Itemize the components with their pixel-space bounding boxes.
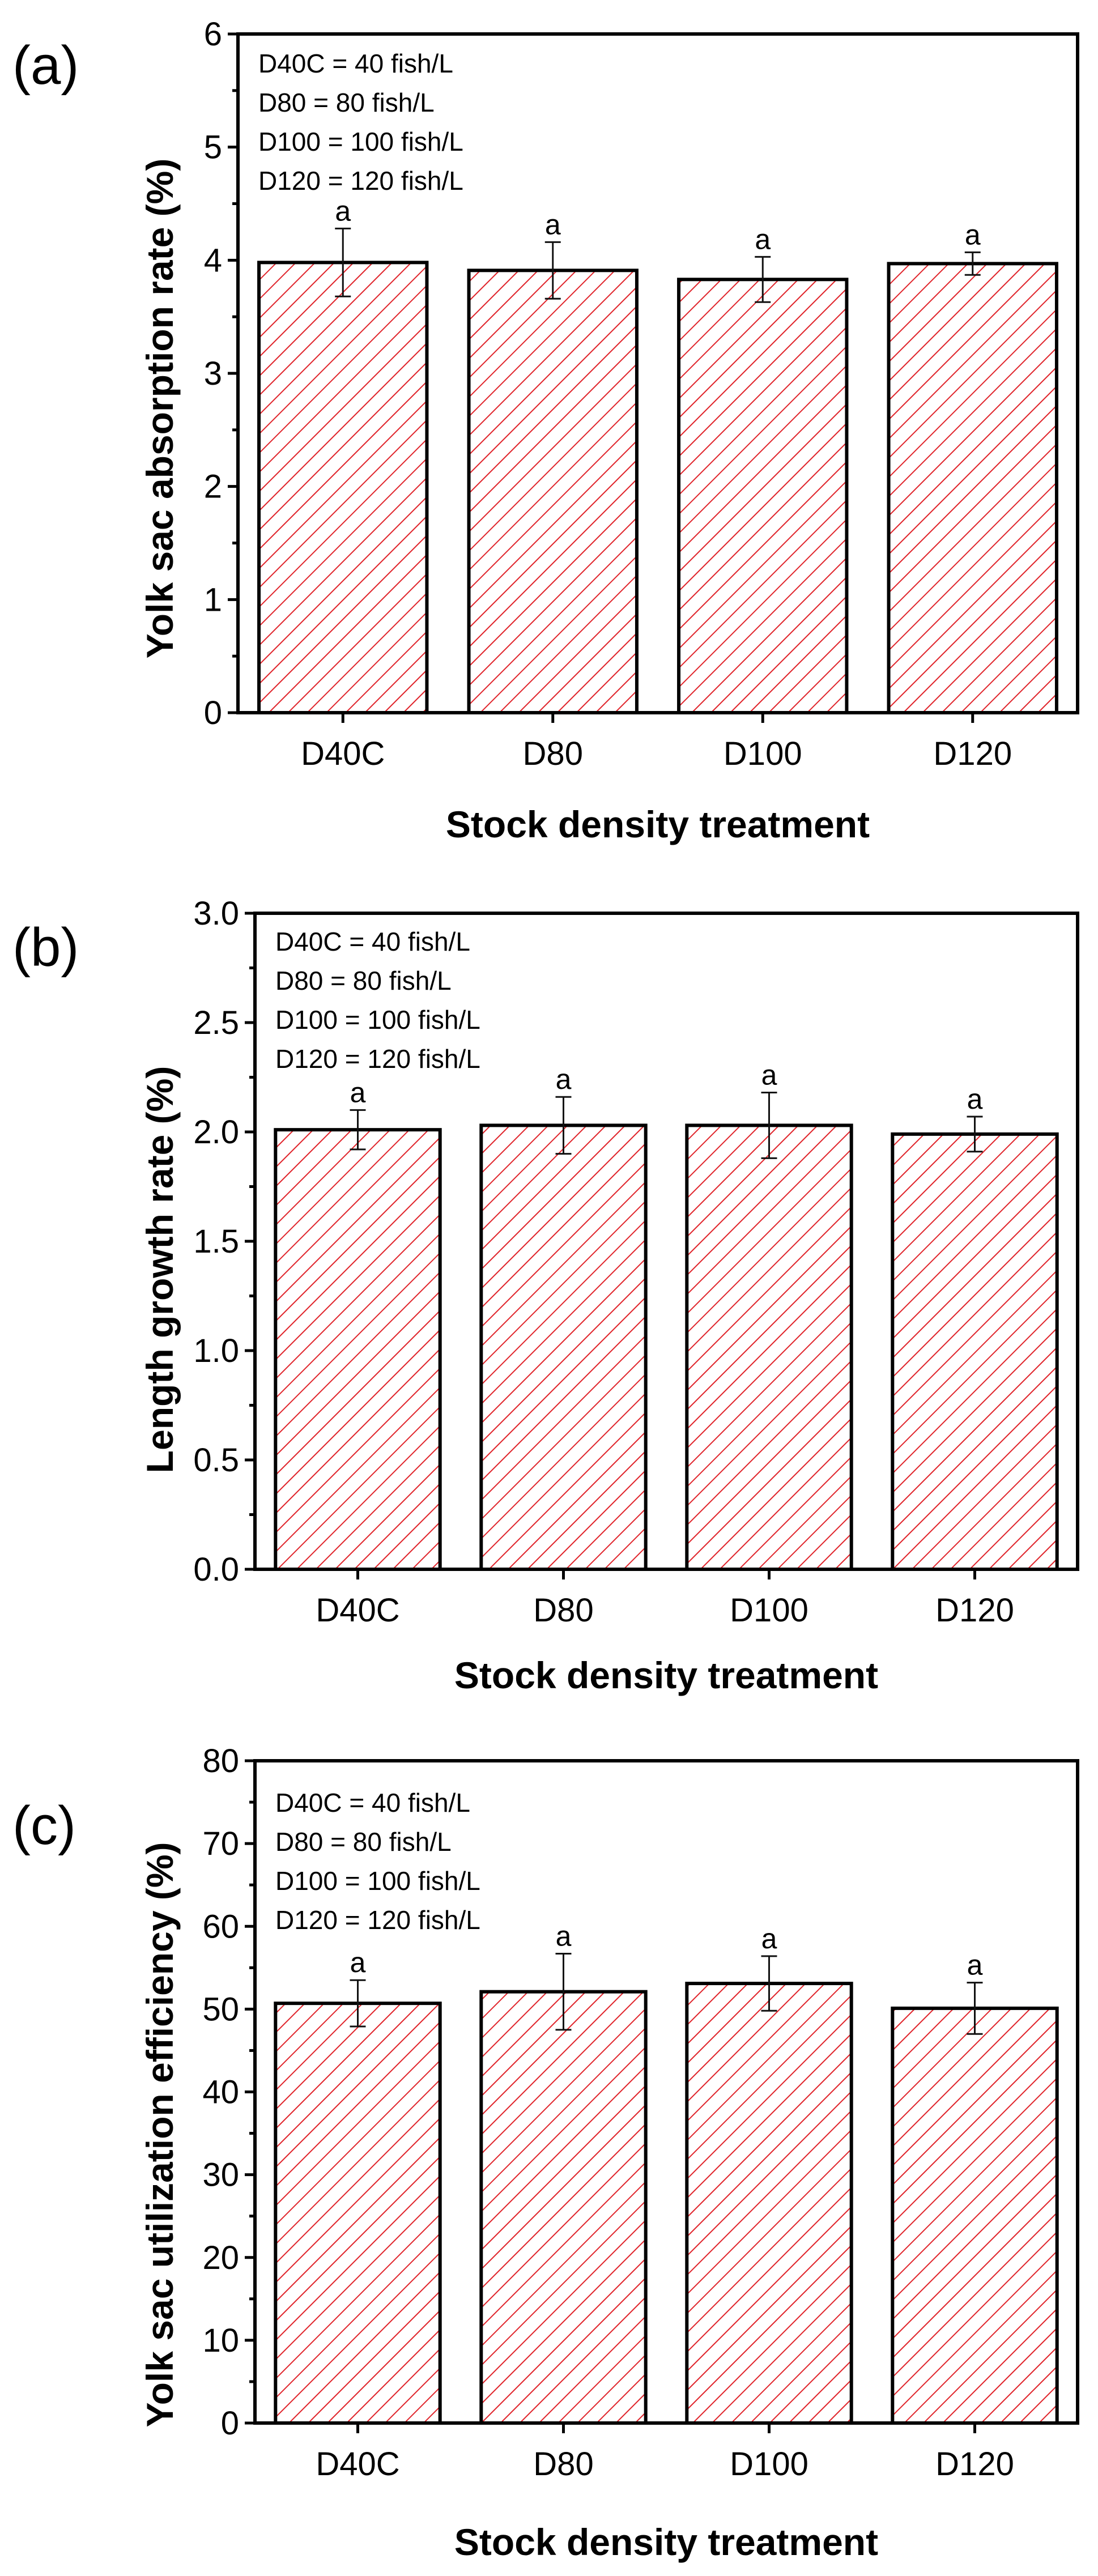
bar-c-d100	[685, 1982, 853, 2425]
x-tick-label-b-0: D40C	[316, 1592, 399, 1629]
legend-a: D40C = 40 fish/L D80 = 80 fish/L D100 = …	[258, 49, 463, 195]
plot-frame-a	[236, 32, 1079, 714]
bar-b-d100	[685, 1123, 853, 1572]
bar-b-d80	[479, 1123, 648, 1572]
legend-item-a-1: D80 = 80 fish/L	[258, 88, 435, 117]
y-tick-label-b-4: 2.0	[193, 1114, 239, 1151]
y-tick-label-a-1: 1	[204, 581, 222, 618]
x-tick-label-b-2: D100	[730, 1592, 808, 1629]
y-tick-label-c-3: 30	[202, 2157, 239, 2194]
significance-label-a-1: a	[545, 208, 561, 240]
y-tick-label-b-5: 2.5	[193, 1004, 239, 1041]
y-tick-label-a-6: 6	[204, 16, 222, 53]
y-axis-title-c: Yolk sac utilization efficiency (%)	[139, 1842, 181, 2427]
y-tick-label-c-2: 20	[202, 2239, 239, 2276]
x-tick-label-a-0: D40C	[301, 735, 385, 772]
legend-item-b-3: D120 = 120 fish/L	[275, 1044, 480, 1074]
panel-a: (a) D40C = 40 fish/L D80 = 80 fish/L D10…	[12, 16, 1079, 845]
x-tick-label-a-3: D120	[933, 735, 1012, 772]
significance-label-a-2: a	[755, 223, 771, 255]
panel-label-b: (b)	[12, 917, 79, 978]
significance-label-c-2: a	[761, 1923, 777, 1955]
y-tick-label-b-0: 0.0	[193, 1551, 239, 1588]
bar-c-d40c	[274, 2002, 442, 2425]
significance-label-c-3: a	[967, 1949, 983, 1981]
y-tick-label-c-4: 40	[202, 2074, 239, 2111]
y-tick-label-c-0: 0	[221, 2405, 239, 2442]
bar-b-d120	[891, 1132, 1059, 1571]
legend-item-a-2: D100 = 100 fish/L	[258, 127, 463, 156]
significance-label-a-0: a	[335, 195, 351, 227]
plot-frame-b	[253, 912, 1079, 1571]
panel-b: (b) D40C = 40 fish/L D80 = 80 fish/L D10…	[12, 895, 1079, 1696]
significance-label-b-2: a	[761, 1059, 777, 1091]
x-axis-title-a: Stock density treatment	[446, 803, 870, 845]
significance-label-c-0: a	[350, 1947, 366, 1978]
y-tick-label-c-6: 60	[202, 1908, 239, 1945]
bar-a-d100	[677, 278, 849, 714]
x-tick-label-c-2: D100	[730, 2446, 808, 2483]
x-axis-title-b: Stock density treatment	[454, 1654, 878, 1696]
x-tick-label-a-2: D100	[724, 735, 802, 772]
x-tick-label-b-3: D120	[935, 1592, 1014, 1629]
x-tick-label-a-1: D80	[523, 735, 583, 772]
bar-c-d120	[891, 2006, 1059, 2425]
plot-c: 0 10 20 30 40 50 60 70 80 a D40C a D80 a D100 a D120	[202, 1743, 1079, 2483]
significance-label-a-3: a	[965, 219, 981, 250]
legend-item-c-3: D120 = 120 fish/L	[275, 1905, 480, 1935]
significance-label-b-3: a	[967, 1083, 983, 1115]
legend-item-b-1: D80 = 80 fish/L	[275, 966, 452, 995]
panel-c: (c) D40C = 40 fish/L D80 = 80 fish/L D10…	[12, 1743, 1079, 2563]
y-tick-label-a-4: 4	[204, 242, 222, 279]
y-tick-label-b-3: 1.5	[193, 1223, 239, 1260]
y-tick-label-a-5: 5	[204, 129, 222, 166]
bar-c-d80	[479, 1990, 648, 2425]
bar-a-d120	[887, 262, 1058, 715]
plot-frame-c	[253, 1759, 1079, 2425]
y-tick-label-c-8: 80	[202, 1743, 239, 1779]
y-tick-label-c-1: 10	[202, 2322, 239, 2359]
y-tick-label-c-5: 50	[202, 1991, 239, 2028]
legend-item-b-2: D100 = 100 fish/L	[275, 1005, 480, 1034]
x-tick-label-c-0: D40C	[316, 2446, 399, 2483]
y-tick-label-b-2: 1.0	[193, 1332, 239, 1369]
y-tick-label-b-6: 3.0	[193, 895, 239, 932]
y-tick-label-a-0: 0	[204, 695, 222, 731]
bar-b-d40c	[274, 1128, 442, 1571]
x-tick-label-c-1: D80	[533, 2446, 593, 2483]
legend-item-c-2: D100 = 100 fish/L	[275, 1866, 480, 1896]
bar-a-d80	[467, 269, 639, 714]
y-axis-title-b: Length growth rate (%)	[139, 1066, 181, 1474]
significance-label-b-0: a	[350, 1076, 366, 1108]
x-axis-title-c: Stock density treatment	[454, 2521, 878, 2563]
panel-label-c: (c)	[12, 1795, 76, 1856]
legend-item-b-0: D40C = 40 fish/L	[275, 927, 470, 956]
x-tick-label-c-3: D120	[935, 2446, 1014, 2483]
y-axis-title-a: Yolk sac absorption rate (%)	[139, 159, 181, 659]
bar-a-d40c	[257, 261, 429, 714]
legend-item-a-0: D40C = 40 fish/L	[258, 49, 453, 78]
legend-item-a-3: D120 = 120 fish/L	[258, 166, 463, 195]
plot-b: 0.0 0.5 1.0 1.5 2.0 2.5 3.0 a D40C a D80 a D100 a D120	[193, 895, 1079, 1629]
y-tick-label-c-7: 70	[202, 1825, 239, 1862]
legend-b: D40C = 40 fish/L D80 = 80 fish/L D100 = …	[275, 927, 480, 1074]
x-tick-label-b-1: D80	[533, 1592, 593, 1629]
legend-c: D40C = 40 fish/L D80 = 80 fish/L D100 = …	[275, 1788, 480, 1935]
y-tick-label-a-2: 2	[204, 469, 222, 505]
plot-a: 0 1 2 3 4 5 6 a D40C a D80 a D100 a D120	[204, 16, 1079, 772]
panel-label-a: (a)	[12, 35, 79, 96]
legend-item-c-1: D80 = 80 fish/L	[275, 1827, 452, 1857]
legend-item-c-0: D40C = 40 fish/L	[275, 1788, 470, 1817]
y-tick-label-b-1: 0.5	[193, 1442, 239, 1479]
y-tick-label-a-3: 3	[204, 355, 222, 392]
significance-label-c-1: a	[556, 1920, 572, 1952]
significance-label-b-1: a	[556, 1063, 572, 1095]
